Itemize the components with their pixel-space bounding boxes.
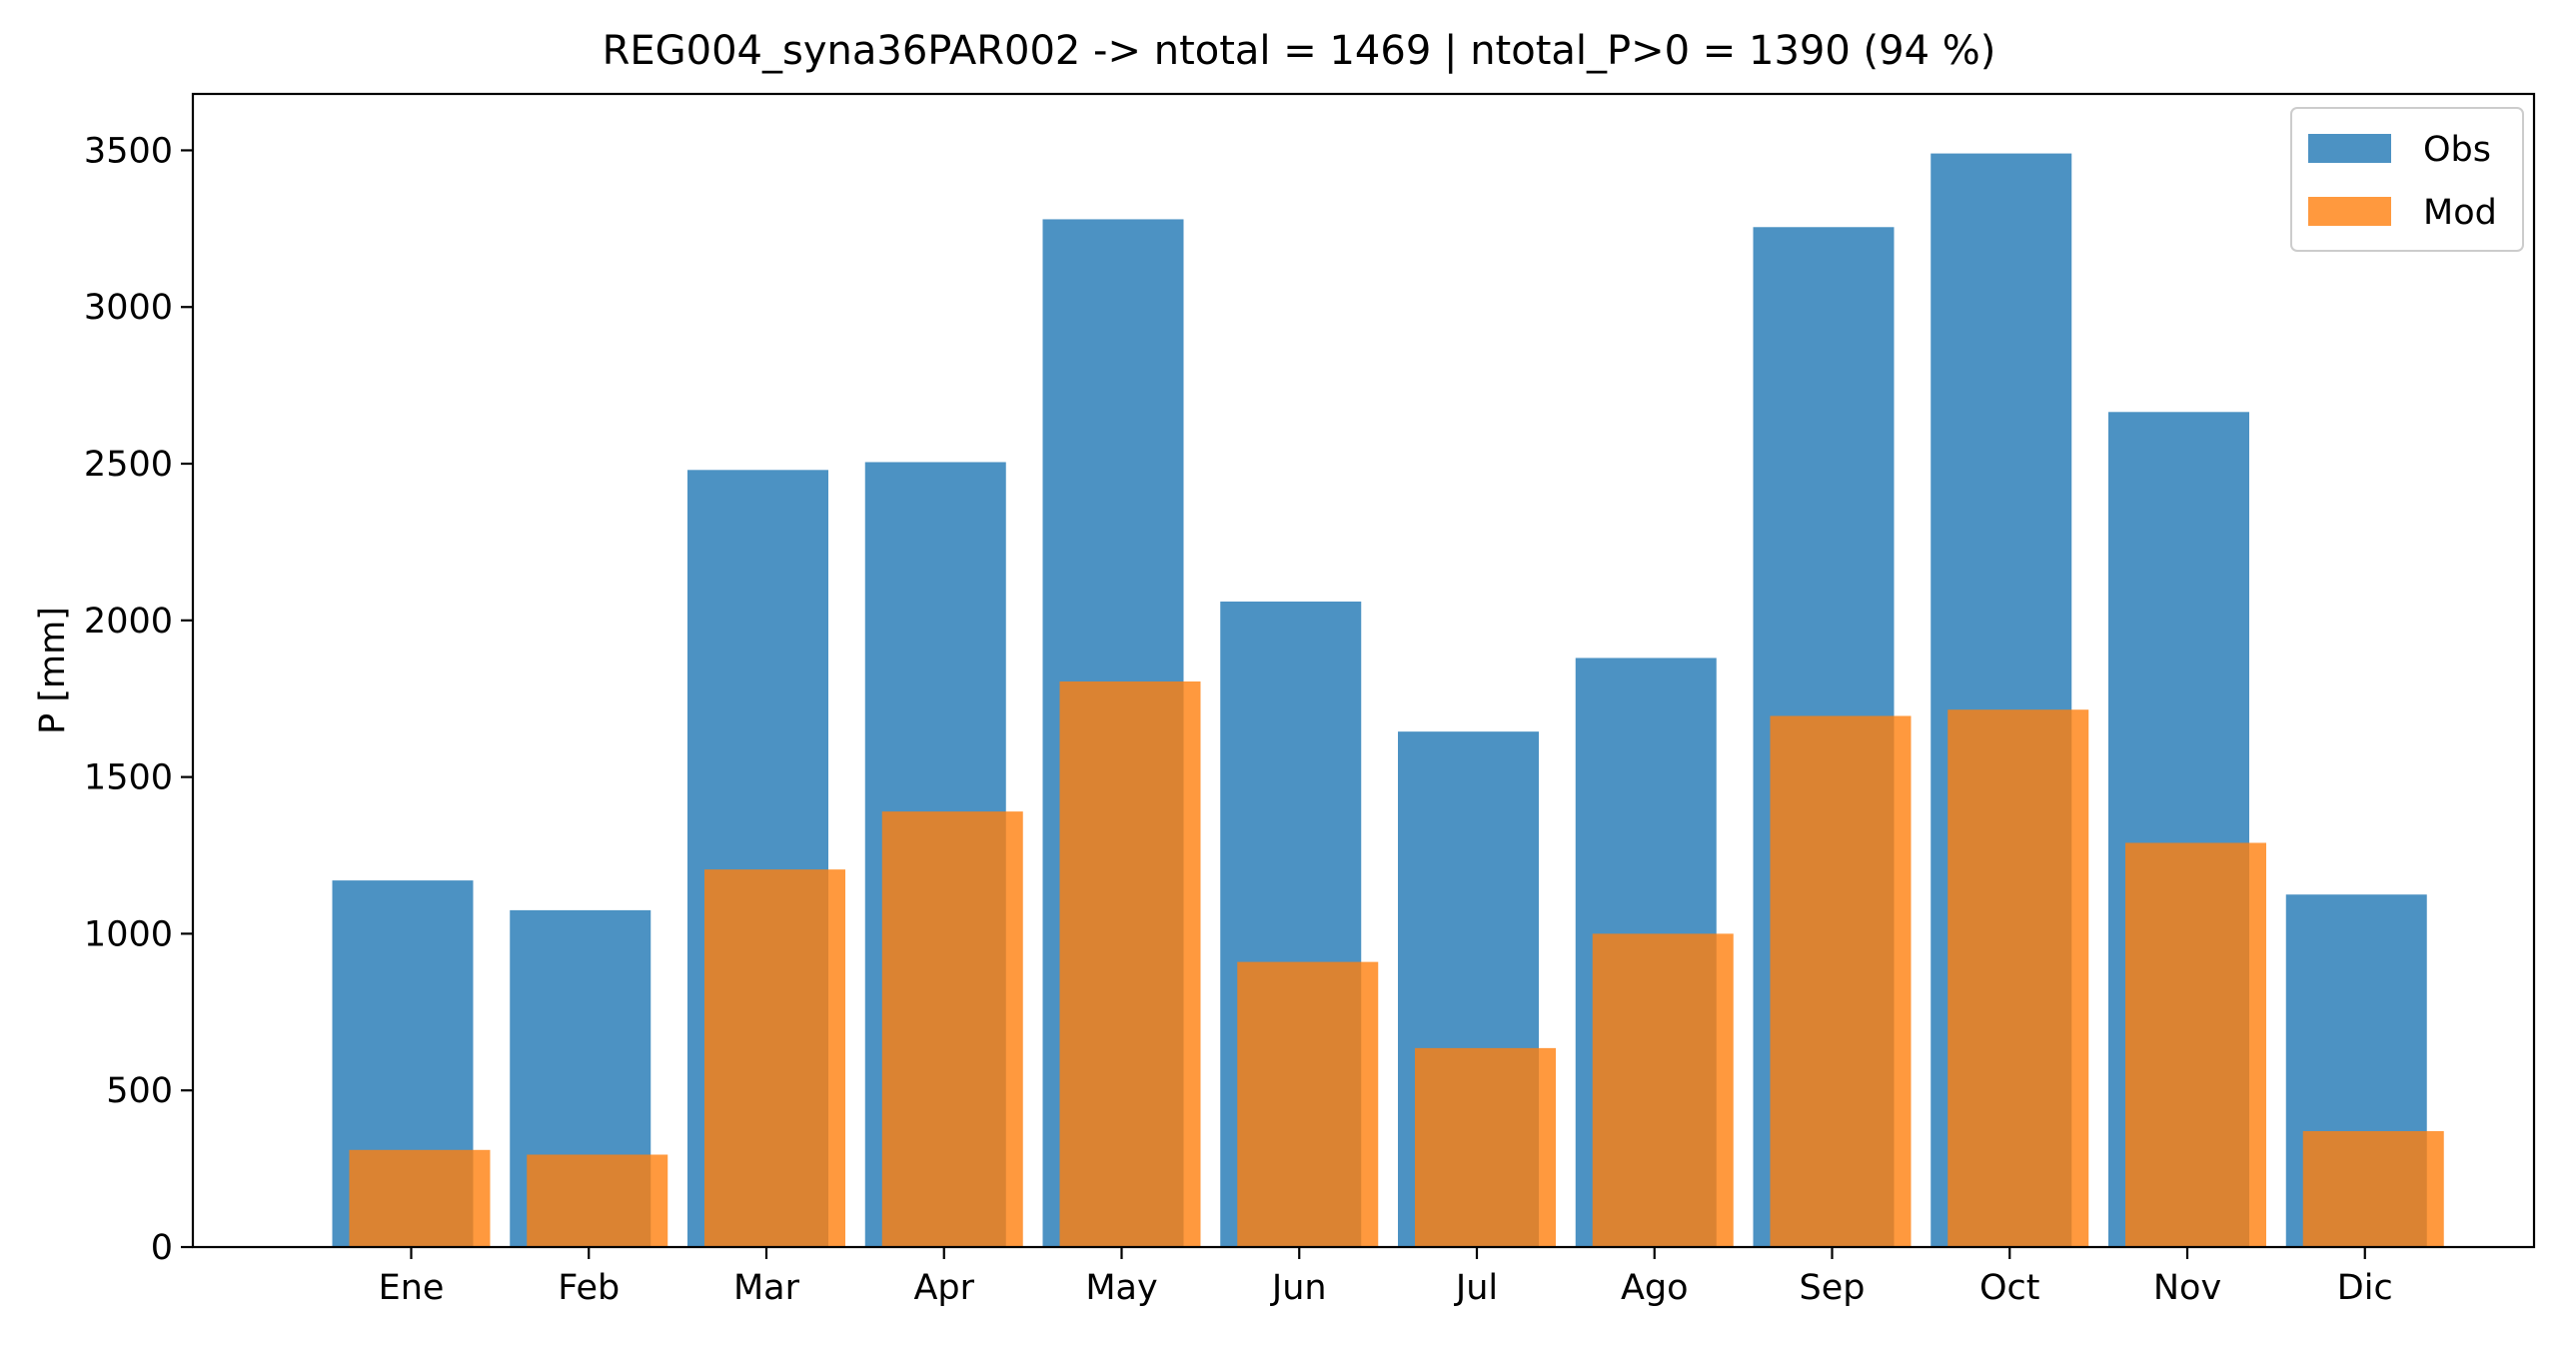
bar-mod-oct [1947,709,2089,1247]
y-axis-label: P [mm] [33,607,73,734]
x-tick-label: Jun [1270,1268,1327,1308]
x-tick-label: Nov [2153,1268,2221,1308]
chart-title: REG004_syna36PAR002 -> ntotal = 1469 | n… [603,28,1996,74]
y-tick-label: 3500 [84,131,173,171]
legend-swatch-obs [2308,134,2391,163]
y-tick-label: 1500 [84,758,173,798]
y-tick-label: 3000 [84,288,173,328]
x-axis: Ene Feb Mar Apr May Jun Jul Ago Sep Oct Nov Dic [379,1247,2393,1308]
x-tick-label: Ago [1621,1268,1689,1308]
x-tick-label: Jul [1454,1268,1498,1308]
bar-mod-sep [1770,715,1912,1247]
x-tick-label: Sep [1800,1268,1866,1308]
x-tick-label: Ene [379,1268,445,1308]
legend: Obs Mod [2290,107,2524,252]
bar-mod-may [1059,680,1201,1247]
bar-mod-nov [2125,842,2266,1247]
x-tick-label: May [1085,1268,1157,1308]
x-tick-label: Oct [1979,1268,2040,1308]
y-tick-label: 1000 [84,914,173,954]
bar-mod-ago [1592,933,1734,1247]
y-tick-label: 2000 [84,602,173,642]
legend-swatch-mod [2308,197,2391,226]
bars-layer [332,153,2444,1248]
bar-mod-mar [704,869,845,1247]
legend-label-obs: Obs [2423,130,2491,170]
x-tick-label: Mar [733,1268,800,1308]
x-tick-label: Feb [558,1268,620,1308]
bar-mod-jul [1415,1047,1556,1247]
x-tick-label: Apr [913,1268,974,1308]
legend-label-mod: Mod [2423,193,2497,233]
x-tick-label: Dic [2337,1268,2393,1308]
bar-mod-apr [881,811,1023,1247]
y-axis: 0 500 1000 1500 2000 2500 3000 3500 [84,131,193,1268]
bar-mod-jun [1237,961,1379,1247]
bar-mod-dic [2302,1130,2444,1247]
bar-mod-ene [349,1149,491,1247]
y-tick-label: 0 [151,1228,173,1268]
plot-frame [191,92,2536,1249]
bar-mod-feb [527,1154,668,1247]
y-tick-label: 500 [106,1071,173,1111]
y-tick-label: 2500 [84,445,173,485]
